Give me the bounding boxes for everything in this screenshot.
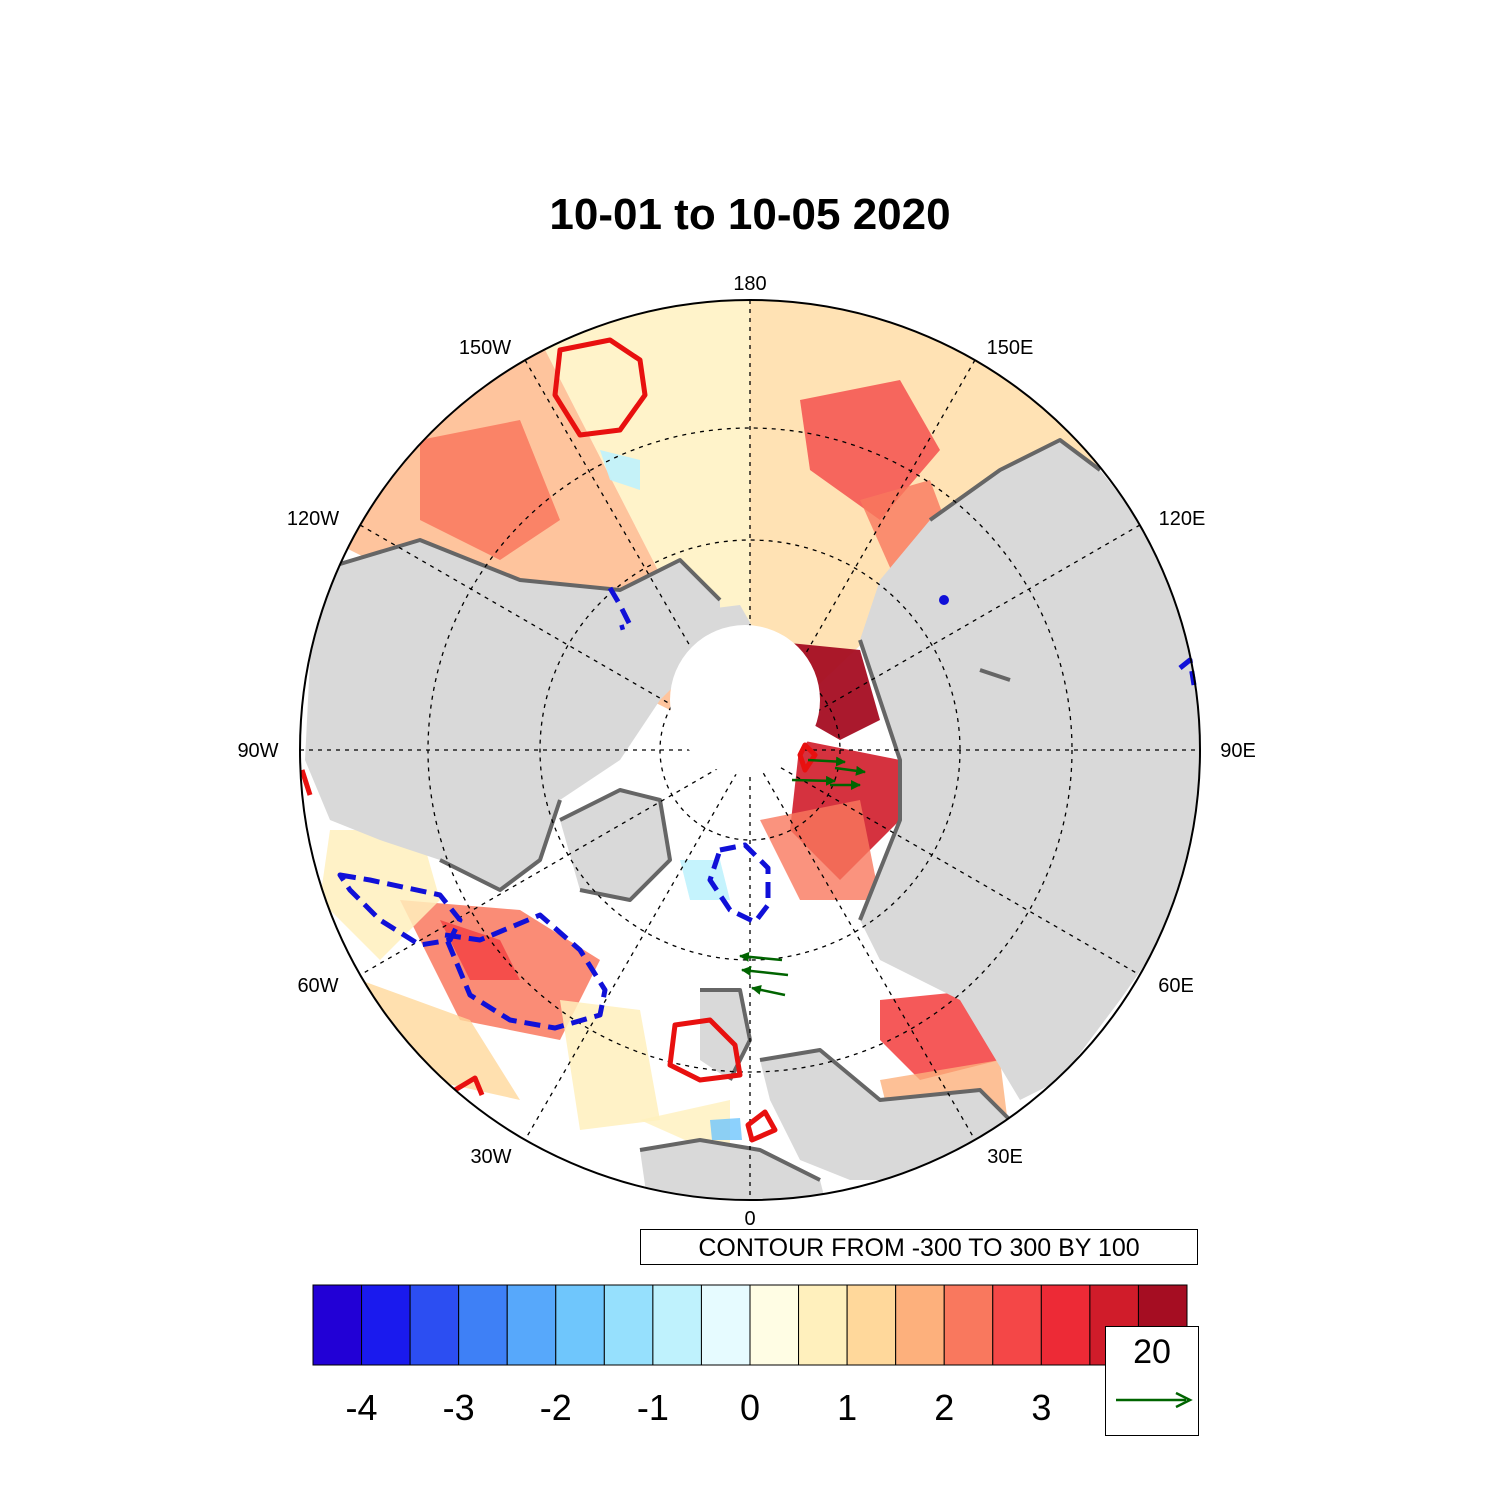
lon-label-60w: 60W xyxy=(297,975,338,997)
lon-label-180: 180 xyxy=(733,273,766,295)
negative-contour xyxy=(939,595,949,605)
lon-label-150e: 150E xyxy=(987,337,1034,359)
lon-label-30w: 30W xyxy=(470,1146,511,1168)
colorbar-swatch xyxy=(846,1284,897,1366)
colorbar-swatch xyxy=(652,1284,702,1366)
lon-label-0: 0 xyxy=(744,1208,755,1230)
colorbar-tick-label: -1 xyxy=(637,1387,669,1428)
figure-title: 10-01 to 10-05 2020 xyxy=(549,190,951,239)
lon-label-150w: 150W xyxy=(459,337,511,359)
negative-contour xyxy=(337,872,463,948)
negative-contour xyxy=(442,912,608,1031)
colorbar-tick-label: 2 xyxy=(934,1387,954,1428)
height-contours xyxy=(299,337,1197,1143)
colorbar-swatch xyxy=(943,1284,994,1366)
land-masses xyxy=(305,440,1200,1200)
colorbar-swatch xyxy=(895,1284,945,1366)
colorbar-tick-labels: -4 -3 -2 -1 0 1 2 3 xyxy=(346,1387,1052,1428)
positive-contour xyxy=(667,1017,743,1083)
colorbar-tick-label: 1 xyxy=(837,1387,857,1428)
colorbar-tick-label: 0 xyxy=(740,1387,760,1428)
colorbar-tick-label: -2 xyxy=(540,1387,572,1428)
colorbar-swatch xyxy=(458,1284,508,1366)
pole-region xyxy=(670,625,820,775)
map-border xyxy=(299,299,1201,1201)
lon-label-60e: 60E xyxy=(1158,975,1194,997)
lon-label-120e: 120E xyxy=(1159,508,1206,530)
lon-label-30e: 30E xyxy=(987,1146,1023,1168)
colorbar-swatch xyxy=(992,1284,1042,1366)
colorbar-swatch xyxy=(506,1284,557,1366)
lon-label-90e: 90E xyxy=(1220,740,1256,762)
negative-contour xyxy=(607,586,633,631)
positive-contour xyxy=(745,1109,778,1143)
colorbar-tick-label: -4 xyxy=(346,1387,378,1428)
colorbar-swatch xyxy=(409,1284,460,1366)
polar-map: 180 150E 120E 90E 60E 30E 0 30W 60W 90W … xyxy=(237,273,1255,1230)
colorbar-swatch xyxy=(1040,1284,1091,1366)
reference-vector-box: 20 xyxy=(1105,1326,1199,1436)
colorbar-swatch xyxy=(700,1284,751,1366)
positive-contour xyxy=(552,337,648,438)
wind-vectors xyxy=(739,756,866,997)
reference-vector-label: 20 xyxy=(1133,1333,1171,1371)
longitude-labels: 180 150E 120E 90E 60E 30E 0 30W 60W 90W … xyxy=(237,273,1255,1230)
lon-label-120w: 120W xyxy=(287,508,339,530)
coastlines xyxy=(319,438,1102,1182)
colorbar-swatch xyxy=(312,1284,363,1366)
colorbar-swatch xyxy=(603,1284,654,1366)
colorbar-tick-label: 3 xyxy=(1031,1387,1051,1428)
negative-contour xyxy=(707,842,771,925)
positive-contour xyxy=(797,742,818,773)
lon-label-90w: 90W xyxy=(237,740,278,762)
contour-info-box: CONTOUR FROM -300 TO 300 BY 100 xyxy=(640,1229,1198,1265)
colorbar-swatch xyxy=(361,1284,411,1366)
colorbar-swatch xyxy=(749,1284,800,1366)
colorbar-swatch xyxy=(555,1284,605,1366)
colorbar-tick-label: -3 xyxy=(443,1387,475,1428)
positive-contour xyxy=(453,1075,485,1096)
colorbar-swatch xyxy=(798,1284,848,1366)
positive-contour xyxy=(299,769,313,796)
arrow-right-icon xyxy=(1116,1391,1193,1409)
colorbar xyxy=(312,1284,1188,1366)
